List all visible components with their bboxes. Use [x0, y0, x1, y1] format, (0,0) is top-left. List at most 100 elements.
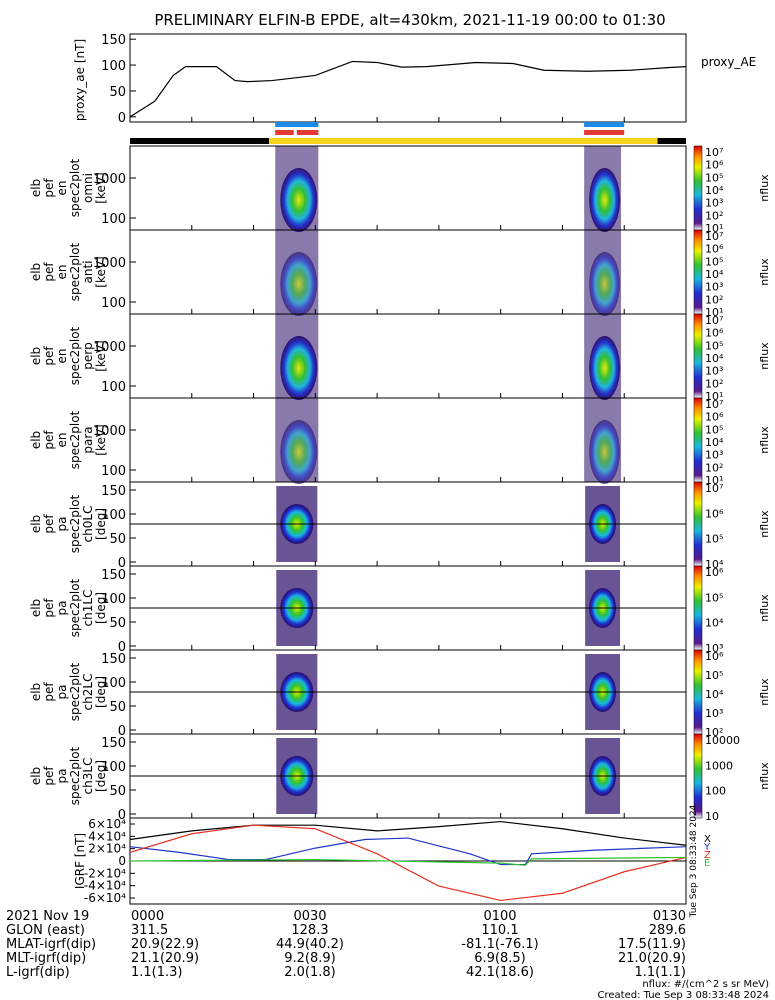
- colorbar-label: 10⁷: [705, 482, 723, 495]
- igrf-legend-item: Y: [703, 842, 711, 853]
- spectrogram-ytick-label: 150: [101, 652, 126, 667]
- spectrogram-ylabel: pa: [55, 769, 69, 784]
- colorbar-unit: nflux: [758, 342, 771, 370]
- colorbar-label: 10²: [705, 461, 723, 474]
- spectrogram-ylabel: elb: [29, 347, 43, 365]
- colorbar-unit: nflux: [758, 678, 771, 706]
- footer-value: 44.9(40.2): [276, 937, 344, 952]
- colorbar-unit: nflux: [758, 426, 771, 454]
- footer-row-label: 2021 Nov 19: [6, 909, 89, 924]
- colorbar-label: 10³: [705, 449, 723, 462]
- flag-red-bar: [584, 130, 625, 135]
- colorbar: [693, 565, 703, 651]
- colorbar-label: 10⁴: [705, 436, 724, 449]
- colorbar-label: 10⁷: [705, 230, 723, 243]
- footer-value: 42.1(18.6): [466, 965, 534, 980]
- colorbar-label: 10³: [705, 281, 723, 294]
- spectrogram-panel: 150 100 50 0 elb pef pa spec2plot ch1LC [deg] 10⁶ 1…: [29, 565, 771, 655]
- footer-value: 9.2(8.9): [284, 951, 336, 966]
- igrf-ytick-label: -4×10⁴: [84, 879, 126, 893]
- colorbar-label: 10¹: [705, 306, 723, 319]
- colorbar: [693, 229, 703, 315]
- colorbar-label: 10⁴: [705, 268, 724, 281]
- flag-red-bar: [275, 130, 294, 135]
- spectrogram-ytick-label: 100: [101, 380, 126, 395]
- spectrogram-ytick-label: 150: [101, 484, 126, 499]
- footer-value: 2.0(1.8): [284, 965, 336, 980]
- colorbar-label: 10⁵: [705, 591, 723, 604]
- ephemeris-footer: 2021 Nov 19 0000 0030 0100 0130 GLON (east) 31…: [6, 909, 769, 1000]
- igrf-ytick-label: 6×10⁴: [88, 817, 126, 831]
- spectrogram-ytick-label: 1000: [93, 256, 126, 271]
- footer-value: 6.9(8.5): [474, 951, 526, 966]
- colorbar-label: 10²: [705, 726, 723, 739]
- spectrogram-blob: [589, 168, 621, 232]
- colorbar-label: 10⁷: [705, 314, 723, 327]
- colorbar-label: 10¹: [705, 390, 723, 403]
- spectrogram-blob: [589, 420, 621, 484]
- colorbar-label: 10⁶: [705, 650, 724, 663]
- colorbar: [693, 733, 703, 819]
- spectrogram-ylabel: elb: [29, 431, 43, 449]
- spectrogram-ytick-label: 150: [101, 568, 126, 583]
- spectrogram-ylabel: pef: [42, 346, 56, 366]
- spectrogram-ytick-label: 150: [101, 736, 126, 751]
- footer-row-label: GLON (east): [6, 923, 85, 938]
- colorbar-label: 10⁵: [705, 533, 723, 546]
- unit-note: nflux: #/(cm^2 s sr MeV): [642, 979, 769, 990]
- colorbar-label: 10³: [705, 707, 723, 720]
- colorbar-label: 10⁶: [705, 566, 724, 579]
- spectrogram-ylabel: pef: [42, 178, 56, 198]
- spectrogram-ytick-label: 0: [118, 556, 126, 571]
- ae-series-line: [129, 60, 687, 118]
- spectrogram-panel: 150 100 50 0 elb pef pa spec2plot ch3LC [deg] 1000…: [29, 733, 771, 823]
- spectrogram-ylabel: [deg]: [94, 592, 108, 624]
- spectrogram-ylabel: [keV]: [94, 172, 108, 203]
- spectrogram-ylabel: perp: [81, 342, 95, 370]
- colorbar: [693, 397, 703, 483]
- igrf-legend-item: X: [704, 834, 711, 845]
- spectrogram-ytick-label: 0: [118, 808, 126, 823]
- footer-value: 311.5: [131, 923, 168, 938]
- colorbar-unit: nflux: [758, 762, 771, 790]
- colorbar-unit: nflux: [758, 174, 771, 202]
- footer-value: 0130: [653, 909, 686, 924]
- colorbar-label: 100: [705, 785, 726, 798]
- colorbar-label: 10: [705, 810, 719, 823]
- colorbar-label: 10⁷: [705, 398, 723, 411]
- igrf-series-x: [129, 820, 687, 846]
- spectrogram-ylabel: ch3LC: [81, 758, 95, 795]
- igrf-ytick-label: -2×10⁴: [84, 866, 126, 880]
- spectrogram-panel: 150 100 50 0 elb pef pa spec2plot ch0LC [deg] 10⁷ 1…: [29, 481, 771, 571]
- flag-segment: [657, 138, 686, 144]
- flag-segment: [130, 138, 269, 144]
- igrf-series-y: [129, 837, 687, 866]
- spectrogram-ylabel: spec2plot: [68, 746, 82, 805]
- colorbar-label: 10⁴: [705, 688, 724, 701]
- colorbar-label: 10000: [705, 734, 740, 747]
- footer-value: 0100: [483, 909, 516, 924]
- colorbar-label: 10⁵: [705, 255, 723, 268]
- spectrogram-ylabel: spec2plot: [68, 662, 82, 721]
- colorbar-unit: nflux: [758, 258, 771, 286]
- igrf-legend-item: E: [704, 858, 710, 869]
- spectrogram-ylabel: pef: [42, 682, 56, 702]
- spectrogram-ylabel: [deg]: [94, 508, 108, 540]
- colorbar-label: 10²: [705, 209, 723, 222]
- colorbar-label: 10⁴: [705, 352, 724, 365]
- spectrogram-ylabel: [keV]: [94, 256, 108, 287]
- colorbar-label: 10⁵: [705, 669, 723, 682]
- igrf-legend-item: Z: [704, 850, 711, 861]
- igrf-ylabel: IGRF [nT]: [73, 833, 87, 889]
- spectrogram-ylabel: ch2LC: [81, 674, 95, 711]
- ae-ytick-label: 50: [109, 85, 126, 100]
- ae-frame: [129, 33, 687, 123]
- spectrogram-blob: [589, 336, 621, 400]
- spectrogram-ylabel: spec2plot: [68, 578, 82, 637]
- spectrogram-ylabel: omni: [81, 173, 95, 203]
- spectrogram-ylabel: pef: [42, 766, 56, 786]
- spectrogram-ytick-label: 50: [109, 700, 126, 715]
- igrf-panel: 6×10⁴4×10⁴2×10⁴0-2×10⁴-4×10⁴-6×10⁴XYZEIG…: [73, 804, 711, 918]
